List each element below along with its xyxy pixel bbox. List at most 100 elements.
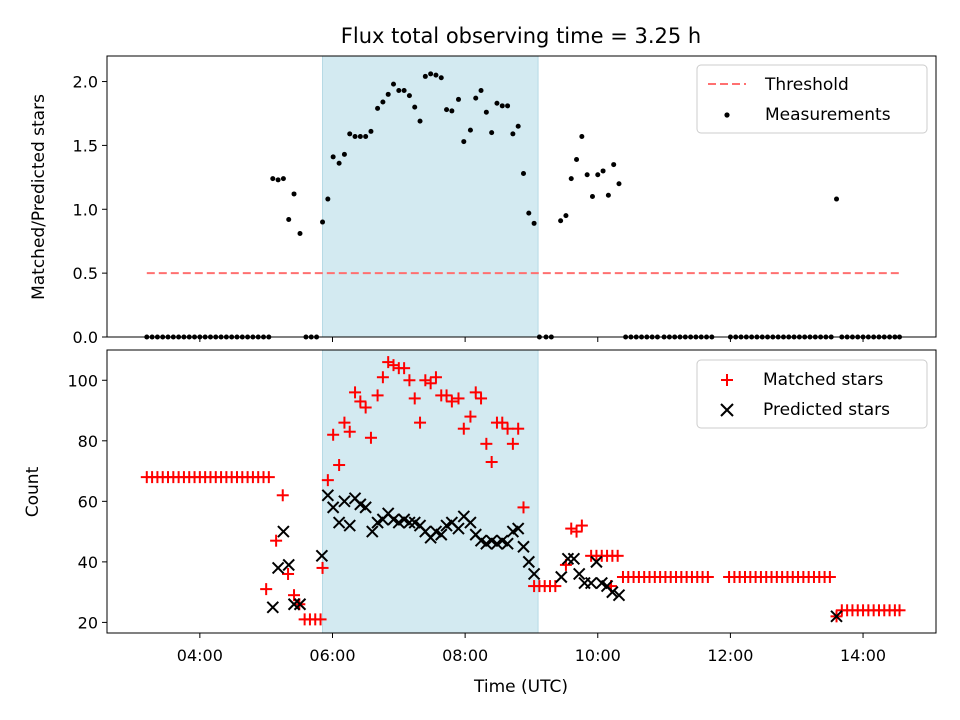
predicted-star-point: [590, 555, 603, 569]
predicted-star-point: [572, 567, 586, 581]
matched-star-point: [452, 392, 465, 405]
predicted-star-point: [326, 501, 340, 514]
predicted-star-point: [293, 598, 307, 611]
measurement-point: [433, 72, 439, 78]
predicted-star-point: [266, 601, 280, 614]
measurement-point: [455, 96, 461, 102]
predicted-star-point: [464, 516, 477, 529]
matched-star-point: [506, 437, 519, 450]
matched-star-point: [359, 401, 372, 414]
matched-star-point: [316, 561, 329, 574]
matched-stars-points: [140, 356, 906, 626]
measurement-point: [616, 181, 622, 187]
matched-star-point: [611, 549, 624, 562]
measurement-point: [380, 99, 386, 105]
measurement-point: [461, 139, 467, 145]
measurement-point: [336, 160, 342, 166]
predicted-star-point: [321, 489, 335, 502]
matched-star-point: [364, 431, 377, 444]
measurement-point: [449, 108, 455, 114]
legend-measurements-label: Measurements: [765, 105, 891, 125]
measurement-point: [526, 210, 532, 216]
matched-star-point: [501, 422, 514, 435]
matched-star-point: [314, 613, 327, 626]
legend-matched-label: Matched stars: [763, 370, 883, 390]
predicted-star-point: [435, 528, 448, 541]
predicted-star-point: [282, 558, 295, 572]
measurement-point: [270, 176, 276, 182]
measurement-point: [558, 218, 564, 224]
measurement-point: [438, 75, 444, 81]
y-tick-label: 60: [78, 492, 98, 511]
matched-star-point: [260, 583, 273, 596]
measurement-point: [375, 105, 381, 111]
legend-matched-swatch: [721, 374, 733, 386]
measurement-point: [412, 104, 418, 110]
measurement-point: [396, 87, 402, 93]
measurement-point: [401, 87, 407, 93]
measurement-point: [330, 154, 336, 160]
matched-star-point: [480, 437, 493, 450]
matched-star-point: [327, 428, 340, 441]
predicted-star-point: [522, 555, 536, 569]
predicted-star-point: [511, 522, 525, 535]
predicted-stars-points: [266, 489, 843, 623]
measurement-point: [473, 95, 479, 101]
predicted-star-point: [527, 567, 541, 581]
predicted-star-point: [359, 501, 372, 514]
measurement-point: [483, 109, 489, 115]
measurement-point: [584, 172, 590, 178]
measurement-point: [341, 151, 347, 157]
matched-star-point: [349, 386, 362, 399]
matched-star-point: [575, 519, 588, 532]
matched-star-point: [282, 567, 295, 580]
matched-star-point: [354, 395, 367, 408]
x-axis-label: Time (UTC): [473, 677, 568, 697]
top-legend: Threshold Measurements: [696, 64, 928, 134]
measurement-point: [347, 131, 353, 137]
matched-star-point: [321, 474, 334, 487]
measurement-point: [568, 176, 574, 182]
measurement-point: [325, 196, 331, 202]
bottom-y-ticks: 20 40 60 80 100: [67, 371, 107, 632]
measurement-point: [531, 220, 537, 226]
x-tick-label: 08:00: [442, 646, 488, 665]
predicted-star-point: [567, 552, 581, 566]
measurement-point: [520, 171, 526, 177]
measurement-point: [505, 103, 511, 109]
matched-star-point: [338, 416, 351, 429]
top-x-ticks: [199, 337, 864, 342]
matched-star-point: [517, 501, 530, 514]
matched-star-point: [565, 522, 578, 535]
y-tick-label: 80: [78, 432, 98, 451]
predicted-star-point: [343, 519, 356, 532]
measurement-point: [600, 168, 606, 174]
bottom-x-ticks: 04:00 06:00 08:00 10:00 12:00 14:00: [177, 633, 886, 665]
measurement-point: [368, 128, 374, 134]
measurement-point: [589, 194, 595, 199]
bottom-y-axis-label: Count: [23, 466, 43, 517]
y-tick-label: 1.0: [73, 200, 98, 219]
x-tick-label: 10:00: [575, 646, 621, 665]
measurement-point: [428, 71, 434, 77]
predicted-star-point: [517, 540, 530, 553]
matched-star-point: [475, 392, 488, 405]
measurement-point: [515, 123, 521, 129]
measurement-point: [574, 156, 580, 162]
predicted-star-point: [501, 537, 514, 550]
matched-star-point: [512, 422, 525, 435]
predicted-star-point: [315, 549, 329, 563]
legend-predicted-label: Predicted stars: [763, 400, 890, 420]
matched-star-point: [485, 455, 498, 468]
top-y-axis-label: Matched/Predicted stars: [29, 94, 49, 300]
predicted-star-point: [403, 516, 416, 529]
bottom-axes-frame: [106, 349, 937, 634]
matched-star-point: [701, 571, 714, 584]
x-tick-label: 06:00: [309, 646, 355, 665]
predicted-star-point: [452, 522, 465, 535]
measurement-point: [363, 133, 369, 139]
matched-star-point: [570, 525, 583, 538]
measurement-point: [406, 93, 412, 99]
measurement-point: [280, 176, 286, 182]
